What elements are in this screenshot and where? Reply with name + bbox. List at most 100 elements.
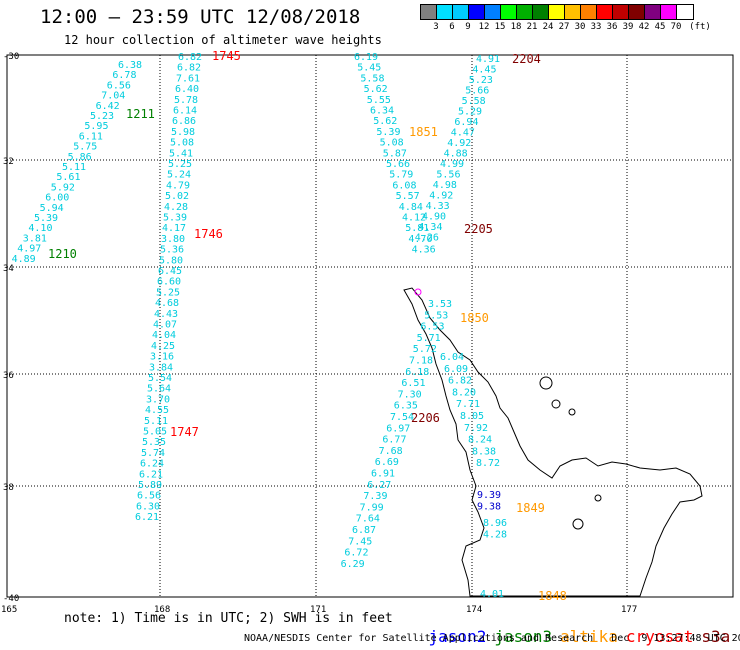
swh-value: 8.96 [483, 518, 507, 529]
sat-jason3: jason3 [494, 627, 553, 646]
swh-value: 6.38 [118, 60, 142, 71]
lat-label: 38 [3, 483, 14, 493]
swh-value: 4.12 [402, 213, 426, 224]
swh-value: 4.43 [154, 309, 178, 320]
legend-swatch [517, 5, 533, 19]
swh-value: 7.92 [464, 423, 488, 434]
swh-value: 4.47 [451, 128, 475, 139]
swh-value: 5.72 [413, 344, 437, 355]
swh-value: 5.39 [163, 213, 187, 224]
color-legend: 3 6 9 12 15 18 21 24 27 30 33 36 39 42 45 70 (ft) [420, 4, 711, 34]
swh-value: 5.08 [380, 138, 404, 149]
swh-value: 5.02 [165, 191, 189, 202]
swh-value: 5.39 [376, 127, 400, 138]
swh-value: 5.62 [364, 84, 388, 95]
swh-value: 5.36 [160, 245, 184, 256]
swh-value: 8.38 [472, 446, 496, 457]
swh-value: 5.79 [389, 170, 413, 181]
time-label: 1211 [126, 107, 155, 121]
swh-value: 6.21 [135, 512, 159, 523]
legend-label: 33 [590, 22, 602, 32]
swh-value: 6.35 [394, 401, 418, 412]
swh-value: 3.84 [149, 362, 173, 373]
legend-label: 3 [433, 22, 439, 32]
legend-unit: (ft) [689, 22, 711, 32]
swh-value: 6.24 [140, 459, 164, 470]
legend-label: 36 [606, 22, 618, 32]
legend-swatch [453, 5, 469, 19]
swh-value: 5.81 [405, 223, 429, 234]
swh-value: 4.88 [444, 149, 468, 160]
swh-value: 4.98 [433, 180, 457, 191]
swh-value: 6.77 [382, 435, 406, 446]
swh-value: 7.04 [101, 91, 125, 102]
legend-label: 45 [654, 22, 666, 32]
swh-value: 4.45 [472, 65, 496, 76]
lat-label: 34 [3, 264, 14, 274]
swh-value: 4.68 [155, 298, 179, 309]
swh-value: 5.45 [357, 63, 381, 74]
swh-value: 5.56 [436, 170, 460, 181]
swh-value: 4.28 [164, 202, 188, 213]
swh-value: 7.30 [398, 389, 422, 400]
swh-value: 3.81 [23, 233, 47, 244]
swh-value: 7.99 [360, 502, 384, 513]
time-label: 2205 [464, 222, 493, 236]
time-label: 1848 [538, 589, 567, 603]
swh-value: 4.90 [422, 212, 446, 223]
swh-value: 4.28 [483, 530, 507, 541]
swh-value: 6.29 [341, 559, 365, 570]
legend-label: 21 [526, 22, 538, 32]
legend-label: 30 [574, 22, 586, 32]
swh-value: 6.19 [354, 52, 378, 63]
swh-value: 6.30 [136, 501, 160, 512]
legend-swatch [629, 5, 645, 19]
swh-value: 6.97 [386, 423, 410, 434]
swh-value: 5.25 [168, 159, 192, 170]
swh-value: 6.94 [454, 117, 478, 128]
swh-value: 6.14 [173, 106, 197, 117]
legend-swatch [549, 5, 565, 19]
swh-value: 6.34 [370, 106, 394, 117]
swh-value: 4.99 [440, 159, 464, 170]
legend-swatch [485, 5, 501, 19]
swh-value: 5.98 [171, 127, 195, 138]
swh-value: 6.09 [444, 364, 468, 375]
legend-label: 12 [478, 22, 490, 32]
swh-value: 5.75 [73, 142, 97, 153]
swh-value: 5.54 [148, 373, 172, 384]
island [594, 494, 602, 502]
sat-jason2: jason2 [428, 627, 487, 646]
map-subtitle: 12 hour collection of altimeter wave hei… [64, 33, 382, 47]
legend-swatch [613, 5, 629, 19]
swh-value: 6.18 [405, 367, 429, 378]
swh-value: 5.23 [469, 75, 493, 86]
swh-value: 5.64 [147, 384, 171, 395]
swh-value: 5.87 [383, 148, 407, 159]
swh-value: 6.69 [375, 457, 399, 468]
swh-value: 5.29 [458, 107, 482, 118]
swh-value: 6.82 [177, 63, 201, 74]
time-label: 1849 [516, 501, 545, 515]
swh-value: 5.58 [462, 96, 486, 107]
legend-swatch [437, 5, 453, 19]
swh-value: 6.86 [172, 116, 196, 127]
legend-swatch [597, 5, 613, 19]
swh-value: 7.54 [390, 412, 414, 423]
legend-label: 39 [622, 22, 634, 32]
time-label: 1850 [460, 311, 489, 325]
legend-swatch [501, 5, 517, 19]
lon-label: 168 [154, 605, 170, 615]
legend-label: 6 [449, 22, 455, 32]
swh-value: 6.82 [178, 52, 202, 63]
swh-value: 7.61 [176, 73, 200, 84]
swh-value: 4.89 [12, 254, 36, 265]
time-label: 1745 [212, 49, 241, 63]
legend-label: 15 [494, 22, 506, 32]
swh-value: 5.94 [40, 203, 64, 214]
time-label: 1851 [409, 125, 438, 139]
swh-value: 4.91 [476, 54, 500, 65]
swh-value: 3.53 [428, 299, 452, 310]
swh-value: 4.84 [399, 202, 423, 213]
